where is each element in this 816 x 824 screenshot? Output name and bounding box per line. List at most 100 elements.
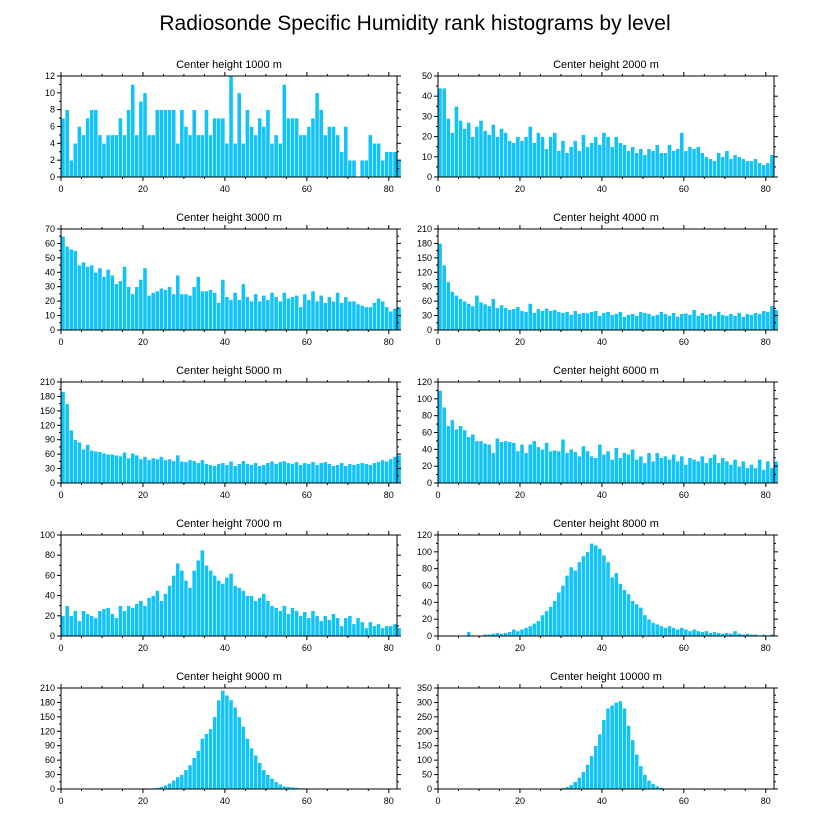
bar — [683, 464, 689, 484]
bar — [581, 134, 586, 178]
bar — [671, 627, 676, 637]
bar — [527, 126, 533, 178]
bar — [171, 575, 176, 637]
bar — [204, 463, 209, 484]
bar — [474, 126, 480, 178]
y-tick-label: 60 — [422, 581, 432, 591]
bar — [548, 450, 553, 484]
bar — [667, 625, 672, 637]
bar — [77, 264, 82, 331]
bar — [282, 605, 287, 637]
bar — [605, 136, 611, 178]
bar — [441, 87, 447, 178]
bar — [183, 769, 189, 790]
bar — [212, 292, 217, 331]
bar — [208, 728, 213, 790]
x-tick-label: 60 — [302, 643, 312, 653]
bar — [89, 264, 95, 331]
bar — [552, 132, 558, 178]
bar — [618, 311, 623, 331]
bar — [675, 629, 681, 637]
bar — [749, 314, 754, 331]
bar — [544, 148, 549, 178]
bar — [175, 274, 181, 331]
bar — [109, 134, 115, 178]
bar — [699, 312, 705, 331]
bar — [347, 463, 353, 484]
bar — [511, 308, 517, 331]
x-tick-label: 0 — [435, 337, 440, 347]
bar — [699, 152, 705, 178]
y-tick-label: 210 — [417, 224, 432, 234]
y-tick-label: 8 — [50, 105, 55, 115]
bar — [450, 132, 455, 178]
panel-title: Center height 3000 m — [176, 212, 282, 224]
bar — [765, 311, 771, 331]
bar — [241, 143, 246, 178]
bar — [568, 314, 574, 331]
bar — [646, 618, 652, 637]
bar — [740, 316, 746, 331]
bar — [363, 159, 369, 178]
bar — [704, 462, 709, 484]
bar — [491, 452, 496, 484]
bar — [593, 745, 599, 790]
bar — [77, 620, 82, 637]
bar — [458, 425, 463, 484]
bar — [89, 615, 95, 637]
bar — [269, 605, 275, 637]
panel-title: Center height 1000 m — [176, 59, 282, 71]
y-tick-label: 300 — [417, 697, 432, 707]
bar — [491, 298, 496, 331]
bar — [114, 134, 119, 178]
bar — [322, 134, 328, 178]
bar — [388, 625, 394, 637]
bar — [101, 608, 107, 637]
panel-title: Center height 6000 m — [553, 365, 659, 377]
bar — [519, 629, 525, 637]
bar — [495, 438, 500, 484]
bar — [708, 632, 713, 637]
bar — [486, 134, 492, 178]
bar — [622, 589, 627, 637]
y-tick-label: 20 — [422, 461, 432, 471]
bar — [253, 293, 258, 331]
bar — [208, 289, 213, 331]
bar — [134, 454, 140, 484]
bar — [568, 449, 574, 484]
bar — [257, 117, 263, 178]
bar — [343, 126, 349, 178]
bar — [343, 465, 349, 484]
bar — [577, 777, 582, 790]
bar — [376, 143, 381, 178]
panel-title: Center height 10000 m — [550, 671, 662, 683]
bar — [577, 150, 582, 178]
bar — [249, 126, 254, 178]
bar — [527, 303, 533, 331]
bar — [122, 134, 127, 178]
bar — [175, 563, 181, 637]
bar — [769, 305, 775, 331]
y-tick-label: 0 — [50, 172, 55, 182]
bar — [765, 460, 771, 484]
bar — [77, 441, 82, 484]
bar — [482, 130, 488, 178]
panel-10: Center height 10000 m 0 20 40 60 80 0 50 100 150 2… — [417, 671, 778, 806]
bar — [384, 625, 390, 637]
bar — [331, 300, 336, 331]
bar — [220, 279, 226, 331]
bar — [216, 580, 222, 637]
bar — [159, 287, 164, 331]
bar — [154, 590, 160, 637]
bar — [327, 126, 332, 178]
y-tick-label: 120 — [417, 377, 432, 387]
bar — [130, 84, 136, 178]
bar — [138, 101, 144, 178]
panel-2: Center height 2000 m 0 20 40 60 80 0 10 20 30 40 50 — [422, 59, 778, 194]
bar — [130, 293, 136, 331]
bar — [765, 162, 771, 178]
x-tick-label: 80 — [384, 490, 394, 500]
bar-series — [437, 87, 775, 178]
bar — [134, 286, 140, 331]
bar — [101, 143, 107, 178]
